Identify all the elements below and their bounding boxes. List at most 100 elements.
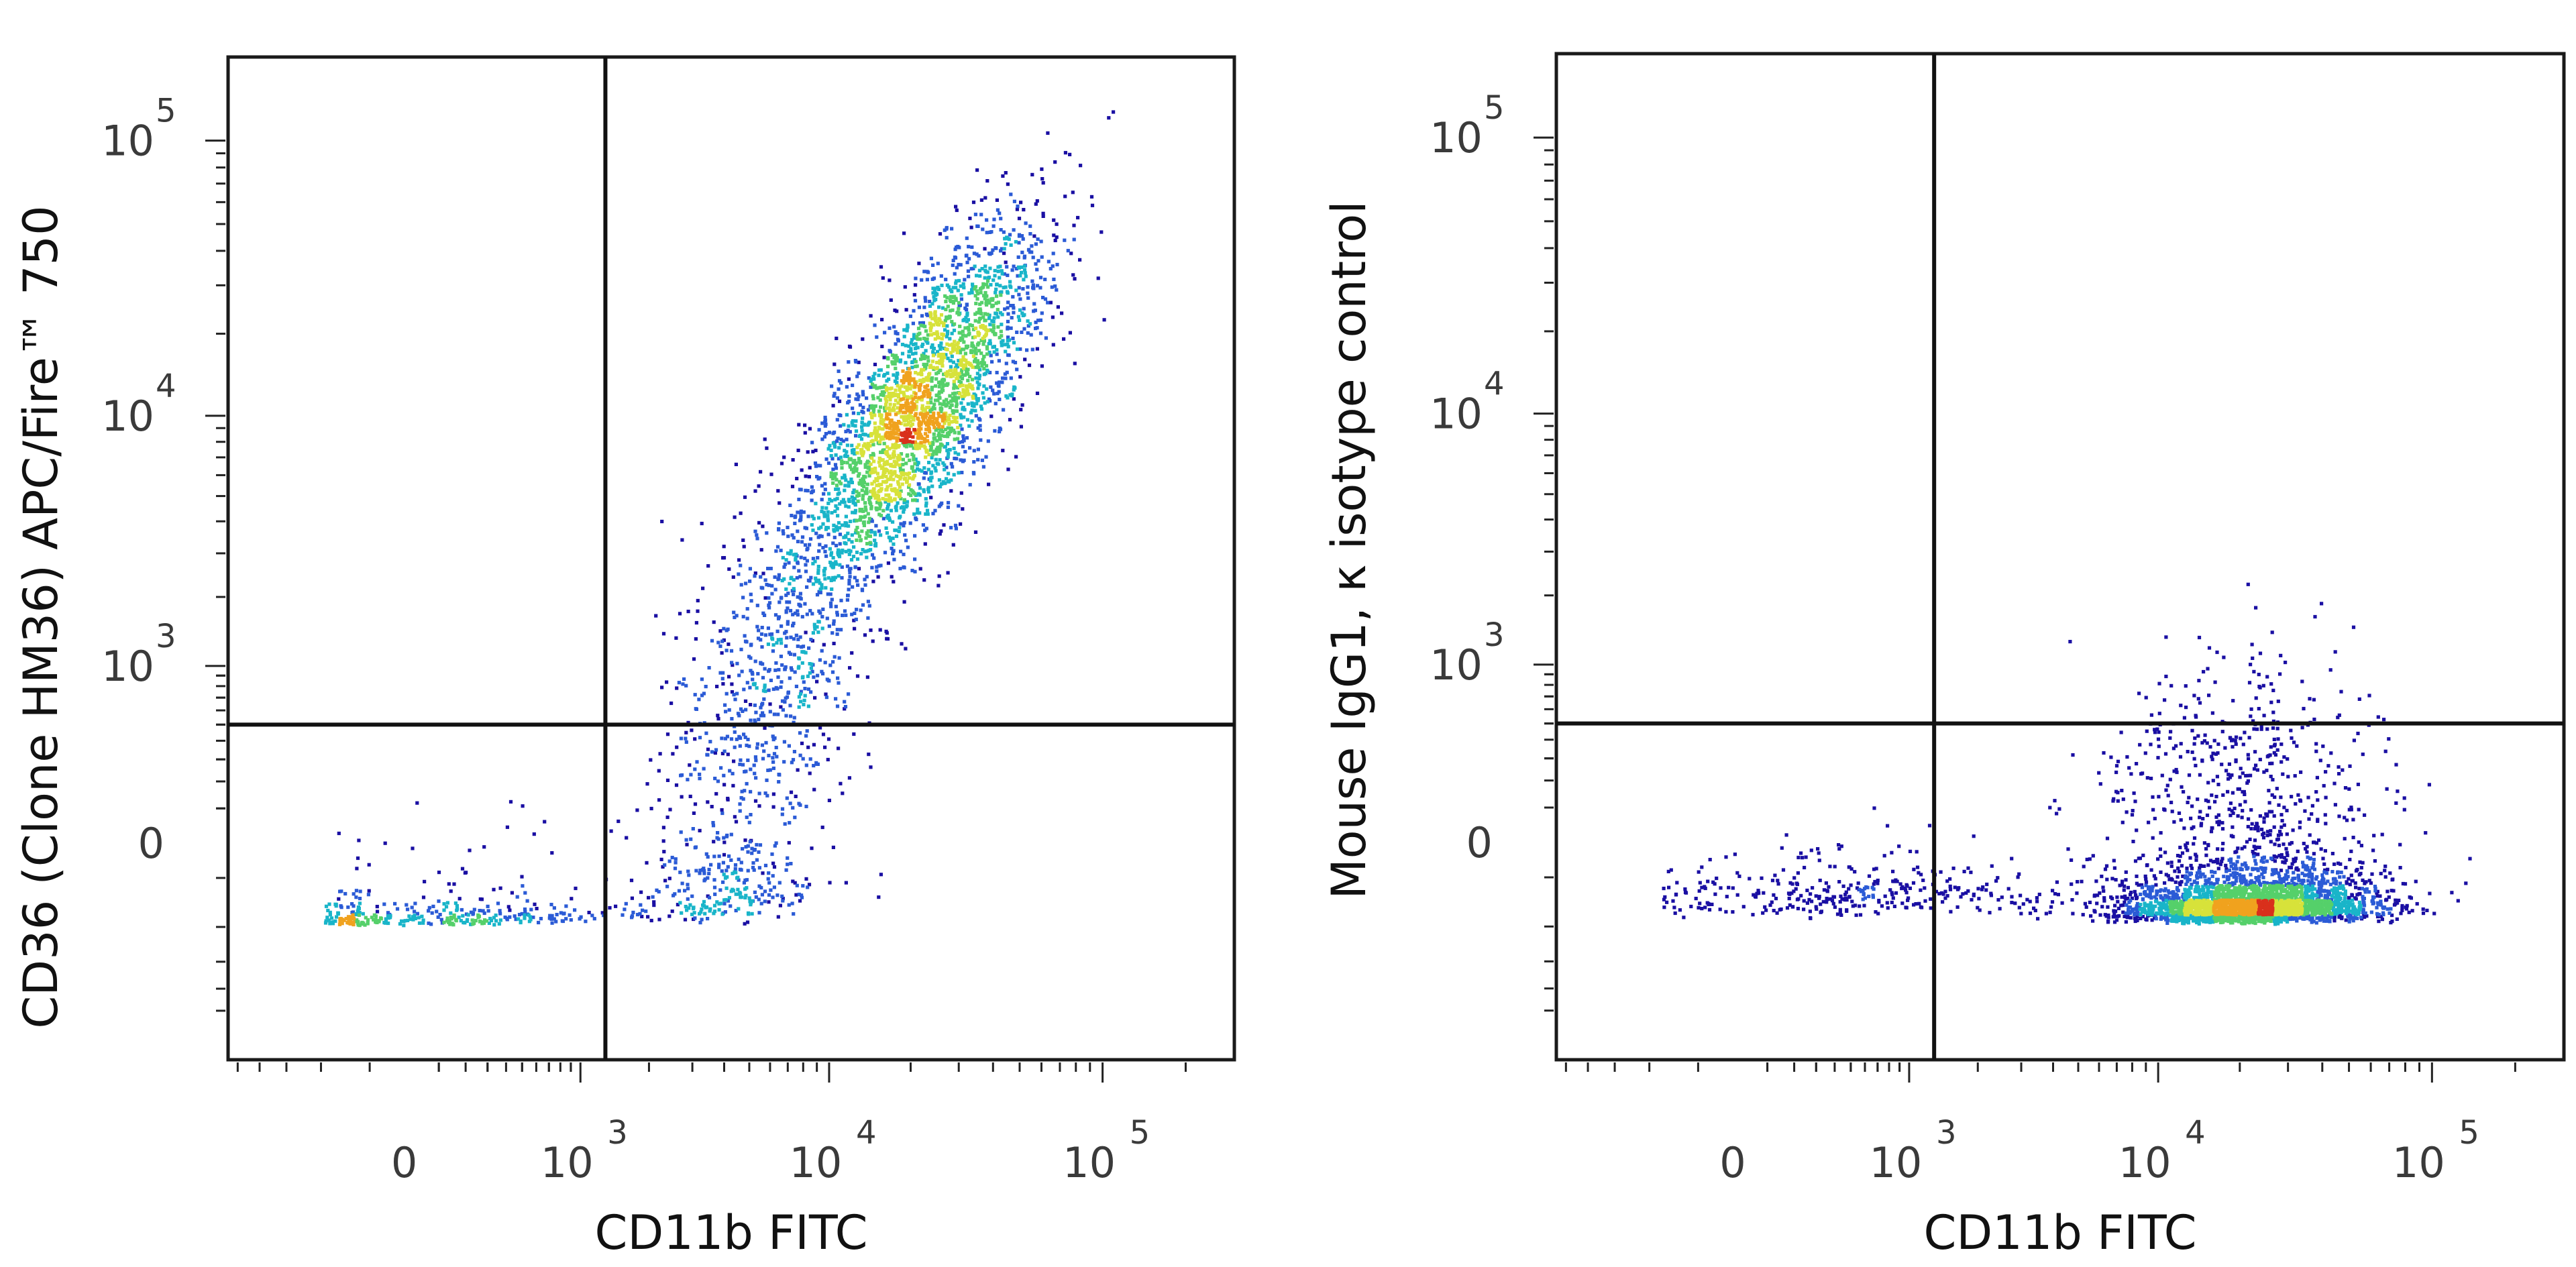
event-point xyxy=(1874,867,1878,871)
event-point xyxy=(950,331,954,335)
event-point xyxy=(1824,881,1828,885)
event-point xyxy=(928,443,932,447)
event-point xyxy=(2390,914,2394,918)
event-point xyxy=(936,285,940,290)
event-point xyxy=(971,345,975,349)
event-point xyxy=(2337,713,2341,717)
event-point xyxy=(449,911,453,915)
event-point xyxy=(792,637,796,641)
event-point xyxy=(1004,394,1008,398)
event-point xyxy=(796,644,800,649)
event-point xyxy=(936,262,940,266)
event-point xyxy=(989,251,994,255)
event-point xyxy=(2329,751,2333,755)
event-point xyxy=(1976,905,1980,910)
event-point xyxy=(1066,249,1070,253)
event-point xyxy=(1731,886,1735,890)
event-point xyxy=(971,282,975,286)
event-point xyxy=(970,384,974,388)
event-point xyxy=(480,922,484,926)
event-point xyxy=(971,327,975,331)
event-point xyxy=(792,592,796,596)
event-point xyxy=(824,432,828,436)
event-point xyxy=(818,726,822,730)
event-point xyxy=(1073,277,1077,281)
event-point xyxy=(755,746,759,750)
event-point xyxy=(835,704,840,708)
event-point xyxy=(816,556,820,560)
event-point xyxy=(445,901,449,905)
event-point xyxy=(417,916,421,920)
event-point xyxy=(1830,899,1835,903)
event-point xyxy=(1682,916,1686,920)
event-point xyxy=(818,590,822,595)
event-point xyxy=(945,382,949,386)
event-point xyxy=(855,392,859,396)
event-point xyxy=(957,440,961,445)
event-point xyxy=(2184,843,2188,847)
event-point xyxy=(924,329,928,333)
event-point xyxy=(923,325,927,329)
event-point xyxy=(2273,753,2277,757)
event-point xyxy=(2271,777,2275,782)
event-point xyxy=(803,423,807,427)
event-point xyxy=(879,416,883,420)
event-point xyxy=(920,415,924,419)
event-point xyxy=(892,373,896,377)
event-point xyxy=(2163,698,2167,702)
event-point xyxy=(977,320,981,324)
event-point xyxy=(2055,880,2059,884)
event-point xyxy=(792,750,796,754)
event-point xyxy=(926,388,930,392)
event-point xyxy=(955,348,959,352)
event-point xyxy=(888,326,892,330)
event-point xyxy=(1724,855,1728,859)
event-point xyxy=(931,366,935,370)
event-point xyxy=(1102,318,1106,322)
event-point xyxy=(962,340,966,344)
event-point xyxy=(1072,237,1076,241)
event-point xyxy=(869,471,873,475)
event-point xyxy=(2361,861,2365,865)
event-point xyxy=(1713,892,1717,896)
event-point xyxy=(2231,811,2235,816)
event-point xyxy=(1009,326,1013,330)
event-point xyxy=(904,361,908,365)
event-point xyxy=(913,569,917,573)
event-point xyxy=(935,321,939,325)
event-point xyxy=(818,587,822,592)
event-point xyxy=(933,311,937,315)
event-point xyxy=(2314,841,2318,845)
event-point xyxy=(2290,736,2294,740)
event-point xyxy=(2231,699,2235,703)
event-point xyxy=(861,417,865,421)
event-point xyxy=(869,377,873,381)
event-point xyxy=(782,532,786,536)
event-point xyxy=(963,390,967,394)
event-point xyxy=(896,445,900,449)
event-point xyxy=(860,421,864,425)
event-point xyxy=(823,661,827,665)
event-point xyxy=(765,446,769,450)
event-point xyxy=(825,677,829,681)
event-point xyxy=(826,592,830,596)
event-point xyxy=(898,494,902,498)
event-point xyxy=(722,873,726,877)
event-point xyxy=(761,611,765,615)
event-point xyxy=(1011,336,1015,341)
event-point xyxy=(2258,651,2263,655)
event-point xyxy=(2169,864,2174,869)
event-point xyxy=(1046,300,1050,305)
event-point xyxy=(1052,277,1056,282)
event-point xyxy=(800,614,804,619)
event-point xyxy=(1700,865,1704,869)
event-point xyxy=(1024,221,1028,225)
event-point xyxy=(758,843,763,847)
event-point xyxy=(2153,728,2157,732)
event-point xyxy=(925,405,929,410)
event-point xyxy=(706,753,710,757)
event-point xyxy=(837,369,841,374)
event-point xyxy=(963,364,968,368)
event-point xyxy=(975,289,979,293)
event-point xyxy=(772,865,777,869)
